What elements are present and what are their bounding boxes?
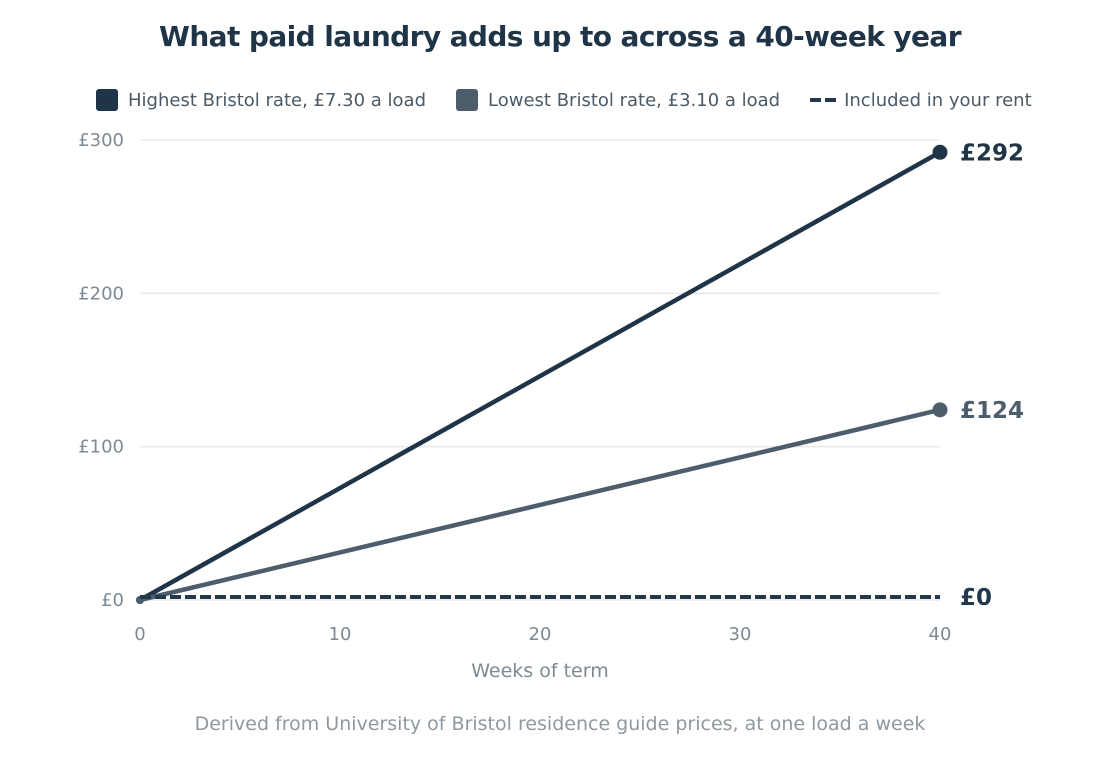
grid-lines — [140, 139, 940, 601]
legend-label-included: Included in your rent — [844, 89, 1032, 111]
series-line-lowest-bristol-rate-3-10-a-load — [139, 407, 941, 603]
end-label-included-in-your-rent: £0 — [960, 585, 992, 611]
legend-item-lowest-rate: Lowest Bristol rate, £3.10 a load — [456, 89, 780, 111]
legend-swatch-lowest-rate — [456, 89, 479, 111]
x-tick-label: 10 — [329, 624, 352, 645]
x-tick-label: 40 — [929, 624, 952, 645]
legend-swatch-highest-rate — [96, 89, 118, 111]
source-note: Derived from University of Bristol resid… — [194, 713, 926, 735]
end-labels: £292 £124 £0 — [960, 140, 1024, 611]
legend-item-included: Included in your rent — [810, 90, 1032, 111]
series-lines — [136, 144, 948, 604]
end-label-lowest-bristol-rate-3-10-a-load: £124 — [960, 398, 1024, 424]
chart-title: What paid laundry adds up to across a 40… — [159, 20, 961, 53]
x-tick-label: 30 — [729, 624, 752, 645]
y-tick-label: £0 — [101, 590, 124, 611]
x-axis-title: Weeks of term — [471, 660, 609, 682]
legend-dash-included — [810, 98, 837, 102]
legend-label-lowest-rate: Lowest Bristol rate, £3.10 a load — [488, 89, 781, 111]
legend-label-highest-rate: Highest Bristol rate, £7.30 a load — [128, 89, 427, 111]
series-line-highest-bristol-rate-7-30-a-load — [138, 150, 942, 602]
end-point-lowest-bristol-rate-3-10-a-load — [932, 402, 948, 418]
x-tick-label: 20 — [529, 624, 552, 645]
legend-item-highest-rate: Highest Bristol rate, £7.30 a load — [96, 89, 426, 111]
y-tick-label: £300 — [78, 130, 124, 151]
end-label-highest-bristol-rate-7-30-a-load: £292 — [960, 140, 1024, 166]
y-axis-ticks: £0 £100 £200 £300 — [78, 130, 124, 611]
end-point-highest-bristol-rate-7-30-a-load — [932, 144, 948, 160]
chart-legend: Highest Bristol rate, £7.30 a load Lowes… — [96, 88, 1032, 112]
x-tick-label: 0 — [134, 624, 145, 645]
y-tick-label: £100 — [78, 437, 124, 458]
y-tick-label: £200 — [78, 283, 124, 304]
x-axis-ticks: 0 10 20 30 40 — [134, 624, 951, 645]
